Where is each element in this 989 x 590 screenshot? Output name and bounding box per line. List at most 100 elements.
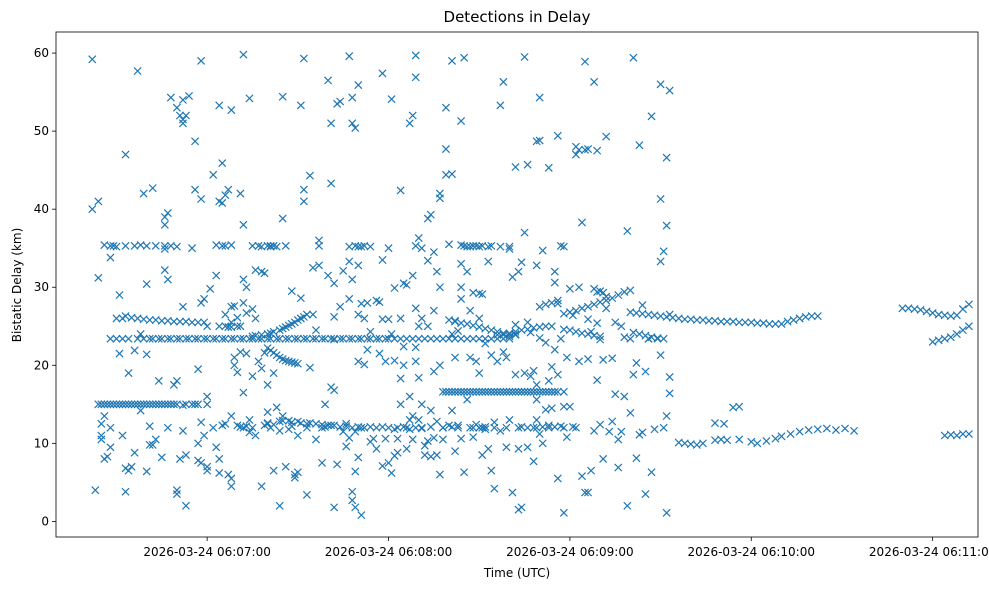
data-point [478,451,487,460]
data-point [233,322,242,331]
data-point [562,433,571,442]
data-point [454,421,463,430]
data-point [275,417,284,426]
data-point [602,296,611,305]
data-point [257,482,266,491]
data-point [402,423,411,432]
data-point [472,241,481,250]
data-point [121,400,130,409]
data-point [475,369,484,378]
data-point [321,400,330,409]
data-point [502,443,511,452]
data-point [242,283,251,292]
data-point [593,319,602,328]
data-point [160,212,169,222]
data-point [194,400,203,409]
data-point [804,426,813,435]
data-point [475,314,484,323]
data-point [481,387,490,396]
data-point [620,287,629,296]
data-point [584,145,593,154]
data-point [626,334,635,343]
data-point [287,422,296,431]
data-point [88,205,97,214]
data-point [698,439,707,448]
data-point [390,334,399,343]
data-point [710,419,720,428]
data-point [260,348,269,357]
data-point [194,318,203,327]
data-point [574,357,583,366]
data-point [200,318,209,327]
data-point [148,334,157,343]
data-point [290,473,299,482]
data-point [166,93,175,102]
data-point [928,337,937,346]
data-point [257,364,266,373]
data-point [514,423,523,432]
data-point [390,356,399,365]
data-point [629,370,638,379]
data-point [653,334,662,343]
data-point [438,334,447,343]
data-point [420,451,429,460]
data-point [481,425,490,434]
data-point [532,137,541,146]
data-point [191,334,200,343]
data-point [203,400,212,409]
data-point [614,435,623,444]
data-point [529,366,538,375]
data-point [626,408,635,417]
data-point [411,73,420,82]
data-point [571,327,580,336]
data-point [384,315,393,324]
data-point [293,431,302,440]
data-point [330,335,339,344]
data-point [378,461,387,470]
data-point [577,472,587,481]
data-point [281,356,290,365]
data-point [611,390,620,399]
y-axis: 0 10 20 30 40 50 60 [34,46,56,528]
data-point [553,474,562,483]
data-point [181,111,191,120]
data-point [402,444,411,453]
data-point [499,387,508,396]
data-point [351,427,360,436]
data-point [692,440,701,449]
data-point [475,387,484,396]
data-point [571,150,580,159]
data-point [399,422,408,431]
data-point [786,429,795,438]
data-point [475,289,484,298]
data-point [299,197,308,206]
data-point [333,460,342,469]
data-point [348,119,357,128]
data-point [242,422,251,431]
data-point [562,353,571,362]
data-point [502,423,511,432]
data-point [330,279,339,288]
x-tick-label: 2026-03-24 06:08:00 [325,545,452,559]
data-point [571,423,580,432]
data-point [505,244,514,254]
data-point [142,350,151,359]
data-point [384,458,393,467]
data-point [735,435,744,444]
data-point [656,351,665,360]
data-point [157,453,166,462]
data-point [194,365,203,374]
data-point [197,195,206,204]
data-point [251,314,260,323]
data-point [457,116,466,126]
data-point [532,415,541,424]
data-point [493,330,502,339]
x-axis-label: Time (UTC) [483,566,550,580]
data-point [556,422,565,431]
data-point [635,141,644,150]
data-point [175,454,184,463]
data-point [239,298,248,307]
data-point [475,242,484,251]
data-point [411,343,420,352]
data-point [348,275,357,284]
